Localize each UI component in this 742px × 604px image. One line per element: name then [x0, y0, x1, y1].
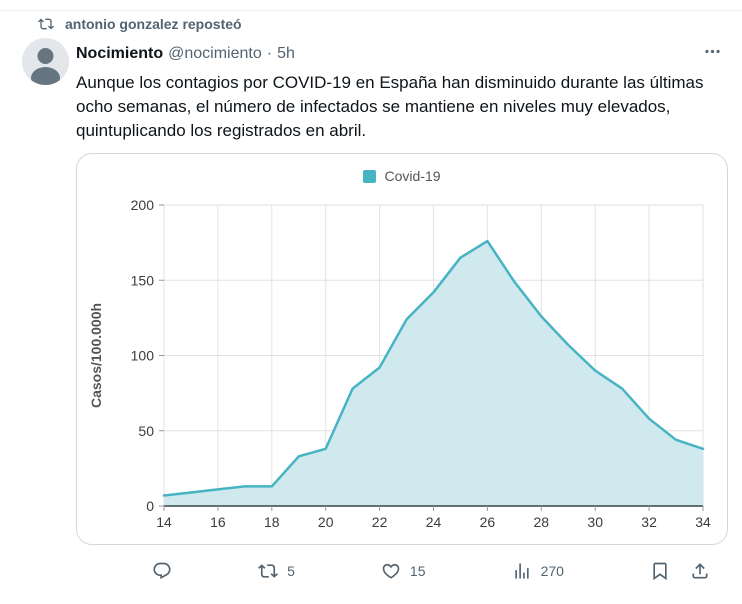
svg-text:22: 22: [372, 514, 388, 530]
share-button[interactable]: [690, 561, 710, 581]
tweet-text: Aunque los contagios por COVID-19 en Esp…: [76, 73, 704, 140]
views-button[interactable]: 270: [512, 561, 564, 581]
like-count: 15: [409, 563, 426, 579]
svg-text:18: 18: [264, 514, 280, 530]
timestamp[interactable]: 5h: [277, 45, 295, 62]
more-menu-icon[interactable]: [699, 40, 726, 68]
heart-icon: [381, 561, 401, 581]
repost-icon: [38, 16, 54, 32]
svg-text:20: 20: [318, 514, 334, 530]
display-name[interactable]: Nocimiento: [76, 45, 164, 62]
svg-text:0: 0: [146, 498, 154, 514]
svg-text:Casos/100.000h: Casos/100.000h: [88, 303, 104, 408]
svg-text:16: 16: [210, 514, 226, 530]
tweet-main: Nocimiento @nocimiento · 5h Aunque los c…: [0, 38, 742, 581]
timestamp-separator: ·: [266, 45, 273, 62]
legend-swatch: [363, 169, 377, 183]
svg-text:28: 28: [534, 514, 550, 530]
svg-text:26: 26: [480, 514, 496, 530]
reply-button[interactable]: [152, 561, 172, 581]
repost-button[interactable]: 5: [258, 561, 295, 581]
tweet-divider: [0, 10, 742, 11]
svg-text:34: 34: [695, 514, 711, 530]
view-count: 270: [540, 563, 564, 579]
svg-text:150: 150: [131, 272, 155, 288]
repost-count: 5: [287, 563, 295, 579]
handle-group: @nocimiento · 5h: [168, 45, 295, 63]
avatar[interactable]: [22, 38, 69, 85]
tweet-content: Nocimiento @nocimiento · 5h Aunque los c…: [76, 38, 742, 581]
chart-legend: Covid-19: [77, 168, 727, 184]
avatar-column: [0, 38, 76, 581]
action-bar: 5 15 270: [152, 561, 710, 581]
repost-header: antonio gonzalez reposteó: [0, 0, 742, 32]
repost-label[interactable]: antonio gonzalez reposteó: [65, 16, 242, 32]
svg-text:200: 200: [131, 197, 155, 213]
svg-text:24: 24: [426, 514, 442, 530]
chart-card[interactable]: Covid-19 0 50 100 150 200 14 16 18 20 22 24 26 28 30 3…: [76, 153, 728, 545]
repost-action-icon: [258, 561, 279, 581]
svg-text:30: 30: [587, 514, 603, 530]
share-icon: [690, 561, 710, 581]
svg-text:50: 50: [138, 423, 154, 439]
covid-area-chart: 0 50 100 150 200 14 16 18 20 22 24 26 28 30 32 34 Casos/…: [88, 197, 711, 530]
legend-label: Covid-19: [384, 168, 441, 184]
svg-text:100: 100: [131, 348, 155, 364]
action-right-group: [650, 561, 710, 581]
bookmark-icon: [650, 561, 670, 581]
svg-text:32: 32: [641, 514, 657, 530]
name-row: Nocimiento @nocimiento · 5h: [76, 40, 726, 68]
handle[interactable]: @nocimiento: [168, 45, 262, 62]
reply-icon: [152, 561, 172, 581]
bar-chart-icon: [512, 561, 532, 581]
like-button[interactable]: 15: [381, 561, 426, 581]
bookmark-button[interactable]: [650, 561, 670, 581]
svg-text:14: 14: [156, 514, 172, 530]
